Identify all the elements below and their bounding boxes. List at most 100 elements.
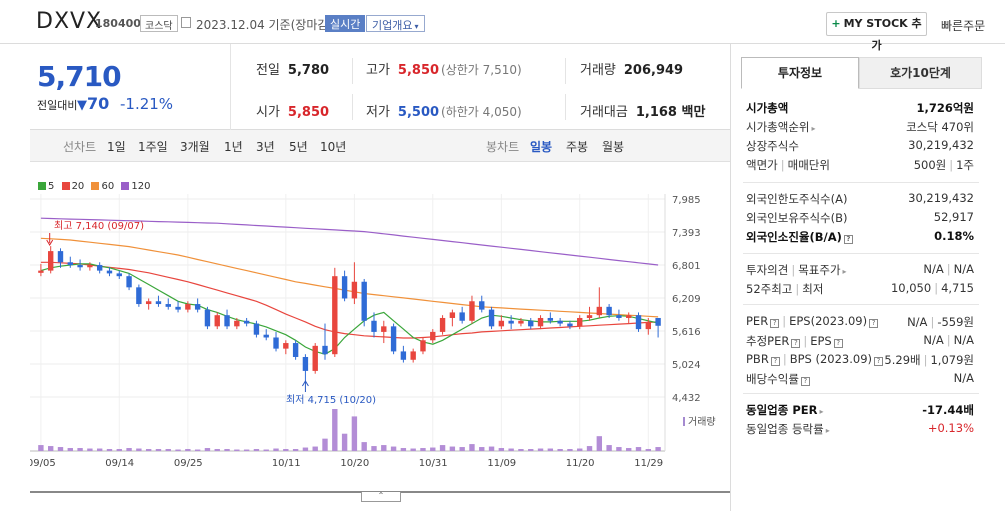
investment-info-panel: 투자정보 호가10단계 시가총액 1,726억원 시가총액순위 ▸ 코스닥 470위 상장… (730, 44, 1005, 511)
volume-bar (449, 446, 456, 451)
info-label: PER? | EPS(2023.09)? (746, 314, 879, 328)
change-value: ▼70 (77, 94, 110, 113)
volume-bar (655, 447, 661, 451)
candle-body (283, 343, 289, 349)
period-weekly[interactable]: 주봉 (566, 140, 589, 154)
candle-body (518, 320, 524, 324)
range-1d[interactable]: 1일 (107, 140, 126, 154)
separator: | (949, 158, 954, 172)
info-value: -17.44배 (922, 403, 974, 417)
range-5y[interactable]: 5년 (289, 140, 308, 154)
volume-bar (214, 449, 220, 451)
ma-legend: 5 20 60 120 (34, 181, 151, 192)
info-label[interactable]: 동일업종 등락률 ▸ (746, 422, 830, 436)
candle-body (322, 345, 328, 355)
candle-body (547, 317, 554, 321)
help-icon[interactable]: ? (770, 357, 780, 366)
candle-body (116, 273, 122, 277)
separator: | (946, 262, 951, 276)
volume-bar (361, 442, 367, 451)
volume-bar (488, 446, 495, 451)
info-label[interactable]: 시가총액순위 ▸ (746, 120, 816, 134)
volume-bar (332, 409, 338, 451)
divider (230, 44, 231, 130)
help-icon[interactable]: ? (770, 319, 780, 328)
info-label[interactable]: 동일업종 PER ▸ (746, 403, 824, 417)
add-mystock-button[interactable]: + MY STOCK 추가 (826, 12, 927, 52)
divider (743, 393, 979, 394)
range-10y[interactable]: 10년 (320, 140, 347, 154)
range-3y[interactable]: 3년 (256, 140, 275, 154)
candle-body (537, 317, 544, 327)
separator: | (946, 333, 951, 347)
help-icon[interactable]: ? (800, 377, 810, 386)
candle-body (390, 326, 397, 352)
help-icon[interactable]: ? (833, 339, 843, 348)
low-annotation: 최저 4,715 (10/20) (286, 394, 376, 406)
market-badge: 코스닥 (140, 15, 178, 32)
volume-label: 거래량 (688, 416, 716, 428)
separator: | (923, 353, 928, 367)
candle-body (175, 306, 181, 310)
info-label: PBR? | BPS (2023.09)? (746, 352, 884, 366)
volume-bar (596, 436, 603, 451)
volume-bar (96, 448, 103, 451)
prev-close: 전일 5,780 (256, 63, 330, 78)
range-1w[interactable]: 1주일 (138, 140, 168, 154)
info-value: 1,726억원 (916, 101, 974, 115)
expand-toggle[interactable]: ⌃ (361, 492, 401, 502)
volume-bar (586, 446, 593, 451)
ma20-line (40, 261, 659, 339)
period-monthly[interactable]: 월봉 (602, 140, 625, 154)
volume-bar (165, 449, 171, 451)
chevron-right-icon: ▸ (842, 267, 847, 276)
chart-range-bar: 선차트 1일 1주일 3개월 1년 3년 5년 10년 봉차트 일봉 주봉 월봉 (30, 130, 730, 162)
info-value: 10,050 | 4,715 (890, 281, 974, 295)
candle-chart-label[interactable]: 봉차트 (486, 140, 520, 154)
separator: | (795, 282, 800, 296)
candle-body (381, 326, 387, 332)
help-icon[interactable]: ? (869, 319, 879, 328)
volume-bar (508, 448, 514, 451)
candle-body (87, 265, 93, 268)
info-row: 시가총액 1,726억원 (746, 100, 974, 118)
help-icon[interactable]: ? (874, 357, 884, 366)
low-price: 저가 5,500 (하한가 4,050) (366, 105, 522, 120)
line-chart-label[interactable]: 선차트 (63, 140, 97, 154)
candle-body (106, 270, 113, 274)
help-icon[interactable]: ? (791, 339, 801, 348)
company-info-button[interactable]: 기업개요 ▾ (366, 15, 425, 32)
candle-body (332, 276, 338, 355)
candle-body (185, 304, 191, 310)
x-tick-label: 10/31 (419, 458, 448, 469)
y-tick-label: 4,432 (672, 393, 701, 404)
tab-invest-info[interactable]: 투자정보 (741, 57, 859, 89)
volume-bar (537, 448, 544, 451)
realtime-button[interactable]: 실시간 (325, 15, 366, 32)
volume-bar (430, 447, 436, 451)
candlestick-chart[interactable]: 7,985 7,393 6,801 6,209 5,616 5,024 4,432 09/05… (30, 162, 730, 492)
range-1y[interactable]: 1년 (224, 140, 243, 154)
tab-hoga-10[interactable]: 호가10단계 (859, 57, 982, 89)
candle-body (234, 320, 240, 327)
candle-body (459, 312, 465, 321)
ma120-swatch (121, 182, 130, 190)
period-daily[interactable]: 일봉 (530, 140, 553, 154)
volume-bar (557, 449, 563, 451)
volume-bar (459, 447, 465, 451)
range-3m[interactable]: 3개월 (180, 140, 210, 154)
candle-body (341, 276, 348, 299)
candle-body (606, 306, 612, 316)
volume-bar (577, 448, 583, 451)
volume-bar (420, 448, 426, 451)
info-value: +0.13% (927, 421, 974, 435)
info-label[interactable]: 투자의견 | 목표주가 ▸ (746, 263, 847, 277)
volume-bar (479, 447, 485, 451)
volume-bar (283, 449, 289, 451)
quick-order-link[interactable]: 빠른주문 (941, 19, 986, 33)
info-value: N/A | N/A (923, 333, 974, 347)
volume-bar (67, 448, 73, 451)
open-price: 시가 5,850 (256, 105, 330, 120)
help-icon[interactable]: ? (843, 235, 853, 244)
candle-body (557, 320, 563, 324)
